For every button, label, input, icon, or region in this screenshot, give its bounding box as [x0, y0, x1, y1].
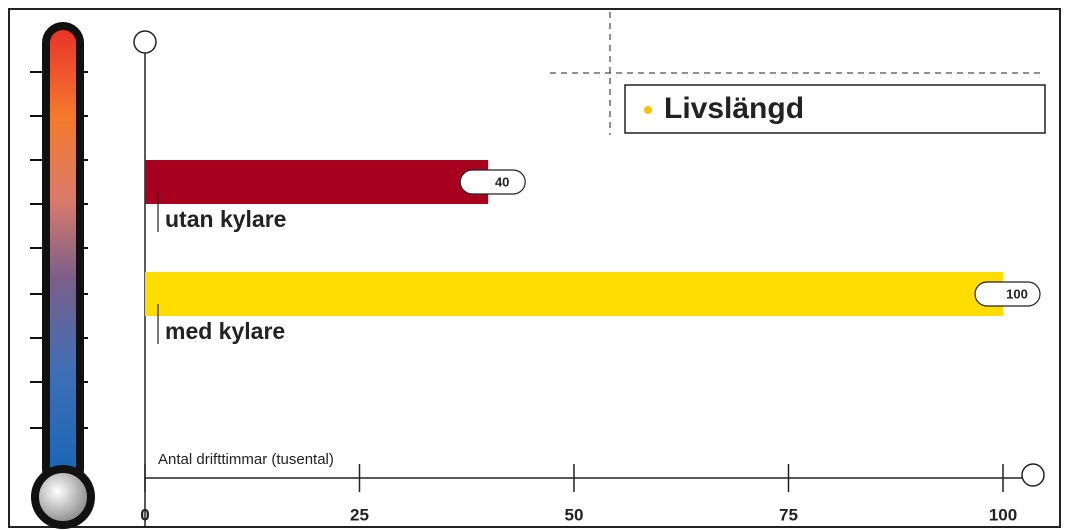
chart-title: Livslängd	[664, 92, 804, 125]
x-tick-label: 50	[565, 505, 584, 524]
bar	[145, 160, 489, 204]
x-tick-label: 75	[779, 505, 798, 524]
legend-box	[624, 84, 1046, 134]
bar	[145, 272, 1003, 316]
x-tick-label: 25	[350, 505, 369, 524]
value-pill	[459, 169, 526, 195]
category-label: med kylare	[165, 318, 285, 344]
x-axis-label: Antal drifttimmar (tusental)	[158, 451, 334, 468]
category-label: utan kylare	[165, 206, 286, 232]
x-tick-label: 0	[140, 505, 149, 524]
axis-end	[1021, 463, 1045, 487]
value-label: 100	[1006, 286, 1028, 301]
value-pill	[974, 281, 1041, 307]
title-bullet	[644, 106, 652, 114]
value-label: 40	[495, 174, 509, 189]
axis-end	[133, 30, 157, 54]
x-tick-label: 100	[989, 505, 1017, 524]
thermometer	[30, 22, 95, 529]
frame	[8, 8, 1061, 528]
